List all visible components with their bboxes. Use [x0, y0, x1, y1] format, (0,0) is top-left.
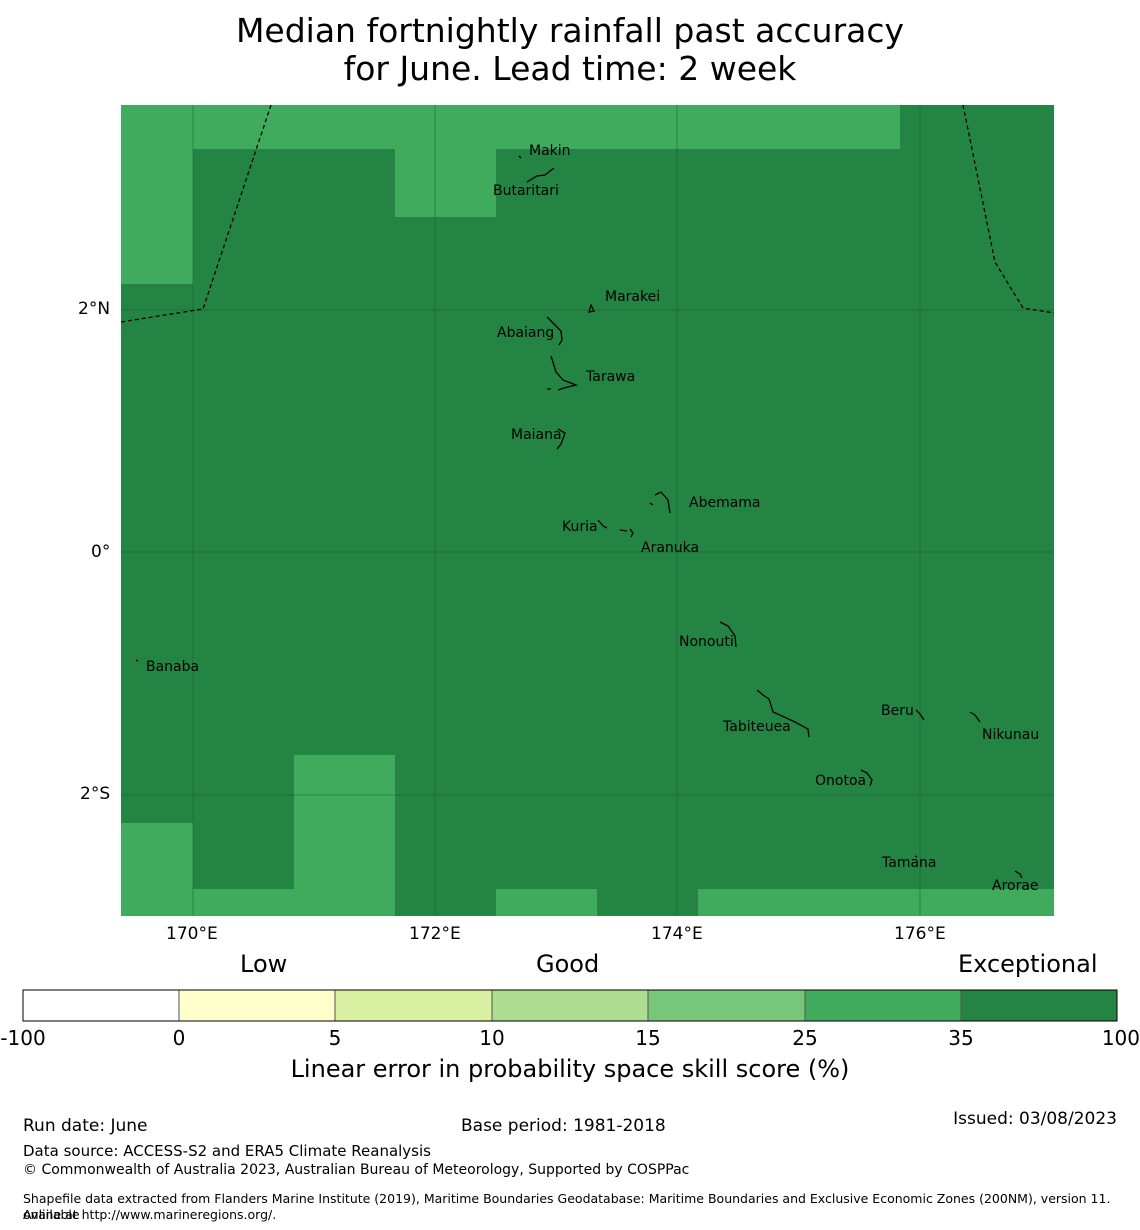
colorbar-bin-6 [804, 989, 962, 1022]
island-label-butaritari: Butaritari [493, 183, 559, 199]
island-shape-butaritari [526, 167, 555, 183]
island-shape-aranuka [619, 528, 634, 538]
copyright: © Commonwealth of Australia 2023, Austra… [23, 1162, 690, 1178]
island-label-banaba: Banaba [146, 659, 199, 675]
island-shape-banaba [135, 659, 139, 662]
island-shape-makin [518, 155, 522, 159]
island-shape-tamana [914, 855, 918, 858]
colorbar-category-exceptional: Exceptional [958, 950, 1098, 978]
island-label-abemama: Abemama [689, 495, 761, 511]
island-shape-arorae [1014, 870, 1023, 879]
chart-title-line2: for June. Lead time: 2 week [343, 49, 797, 88]
island-outlines [135, 155, 1023, 879]
skill-areas-high [121, 105, 1054, 916]
colorbar-frame [22, 989, 1118, 1022]
island-shape-abemama [654, 491, 671, 514]
island-label-tamana: Tamana [881, 855, 936, 871]
island-label-nikunau: Nikunau [982, 727, 1039, 743]
chart-title-line1: Median fortnightly rainfall past accurac… [235, 11, 905, 50]
island-label-makin: Makin [529, 143, 571, 159]
island-shape-tarawa [550, 355, 579, 391]
island-label-maiana: Maiana [511, 427, 562, 443]
island-shape-beru [915, 709, 925, 721]
island-shape-abemama2 [649, 502, 654, 506]
island-label-kuria: Kuria [562, 519, 598, 535]
island-shape-nikunau [969, 711, 981, 723]
colorbar-tick: 15 [635, 1026, 661, 1050]
colorbar-tick: 10 [479, 1026, 505, 1050]
island-shape-marakei [588, 303, 595, 313]
island-label-arorae: Arorae [992, 878, 1039, 894]
colorbar [22, 989, 1118, 1022]
colorbar-bin-7 [960, 989, 1118, 1022]
colorbar-category-good: Good [536, 950, 600, 978]
island-shape-kuria [597, 519, 608, 529]
data-source: Data source: ACCESS-S2 and ERA5 Climate … [23, 1142, 431, 1160]
island-label-onotoa: Onotoa [815, 773, 866, 789]
eez-boundaries [120, 104, 1055, 323]
run-date: Run date: June [23, 1116, 148, 1136]
shapefile-credit-line1: Shapefile data extracted from Flanders M… [23, 1191, 1111, 1222]
gridlines [121, 105, 1054, 916]
lat-tick-0: 0° [91, 542, 111, 562]
colorbar-bin-2 [178, 989, 336, 1022]
island-label-tarawa: Tarawa [585, 369, 635, 385]
island-label-beru: Beru [881, 703, 914, 719]
shapefile-credit-line2: online at http://www.marineregions.org/. [23, 1207, 277, 1222]
lat-tick-2s: 2°S [80, 784, 111, 804]
lat-tick-2n: 2°N [78, 299, 111, 319]
lon-tick-170: 170°E [166, 924, 218, 944]
lon-tick-172: 172°E [409, 924, 461, 944]
island-label-nonouti: Nonouti [679, 634, 734, 650]
colorbar-category-low: Low [240, 950, 288, 978]
issued-date: Issued: 03/08/2023 [953, 1109, 1117, 1129]
island-shape-nonouti [719, 621, 737, 648]
colorbar-tick: 25 [792, 1026, 818, 1050]
colorbar-tick: -100 [0, 1026, 46, 1050]
colorbar-label: Linear error in probability space skill … [290, 1055, 850, 1083]
colorbar-tick: 0 [172, 1026, 186, 1050]
colorbar-tick: 100 [1101, 1026, 1140, 1050]
colorbar-bin-5 [647, 989, 806, 1022]
base-period: Base period: 1981-2018 [461, 1116, 666, 1136]
island-shape-maiana [556, 428, 566, 450]
skill-area-exceptional [121, 105, 1054, 916]
colorbar-bin-4 [491, 989, 649, 1022]
island-label-aranuka: Aranuka [641, 540, 699, 556]
island-label-marakei: Marakei [605, 289, 660, 305]
island-shape-abaiang [546, 316, 563, 346]
lon-tick-176: 176°E [894, 924, 946, 944]
island-shape-onotoa [860, 769, 873, 787]
colorbar-tick: 35 [948, 1026, 974, 1050]
colorbar-bin-1 [22, 989, 180, 1022]
colorbar-tick: 5 [328, 1026, 342, 1050]
island-shape-tabiteuea [756, 689, 810, 738]
island-label-abaiang: Abaiang [497, 325, 554, 341]
colorbar-bin-3 [334, 989, 493, 1022]
island-label-tabiteuea: Tabiteuea [722, 719, 791, 735]
lon-tick-174: 174°E [651, 924, 703, 944]
